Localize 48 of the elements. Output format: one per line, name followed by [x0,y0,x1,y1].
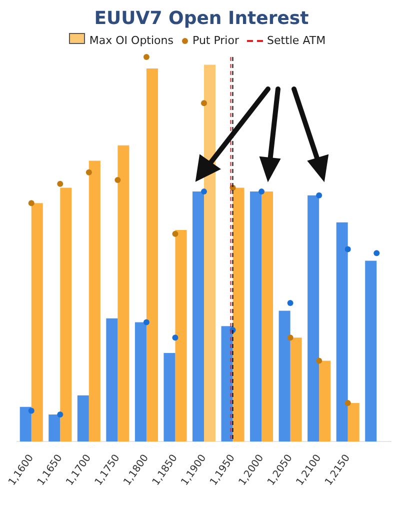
bar [319,360,331,442]
point [200,188,207,195]
bar [336,222,348,442]
point [258,188,265,195]
point [57,180,64,187]
point [28,200,34,206]
bar [77,395,89,442]
bar [106,318,118,442]
bar [48,414,60,442]
bar [232,188,244,442]
bar [175,230,187,442]
bar [221,326,233,442]
bar [348,403,360,442]
point [114,177,121,184]
point [200,100,207,106]
point [57,412,64,418]
point [143,319,150,326]
point [287,334,294,341]
bar [60,188,72,442]
point [316,358,322,364]
chart-title: EUUV7 Open Interest [93,8,310,29]
bar [365,260,377,442]
bar [262,192,274,442]
bar [164,353,176,442]
point [172,334,178,341]
bar [118,145,130,442]
legend-label: Max OI Options [89,34,174,47]
point [143,54,150,60]
point [344,246,351,252]
bar [290,338,302,442]
bar [88,160,100,442]
point [316,192,322,198]
point [344,400,351,406]
bar [192,192,204,442]
legend-label: Put Prior [192,34,239,47]
point [287,300,294,306]
bar [20,406,32,442]
bar [250,192,262,442]
point [86,169,92,176]
point [172,230,178,237]
legend-label: Settle ATM [267,34,326,47]
bar [146,68,158,442]
bar [134,322,146,442]
bar [308,195,320,442]
point [28,408,34,414]
bar [278,310,290,442]
bar [31,203,43,442]
point [374,250,380,256]
